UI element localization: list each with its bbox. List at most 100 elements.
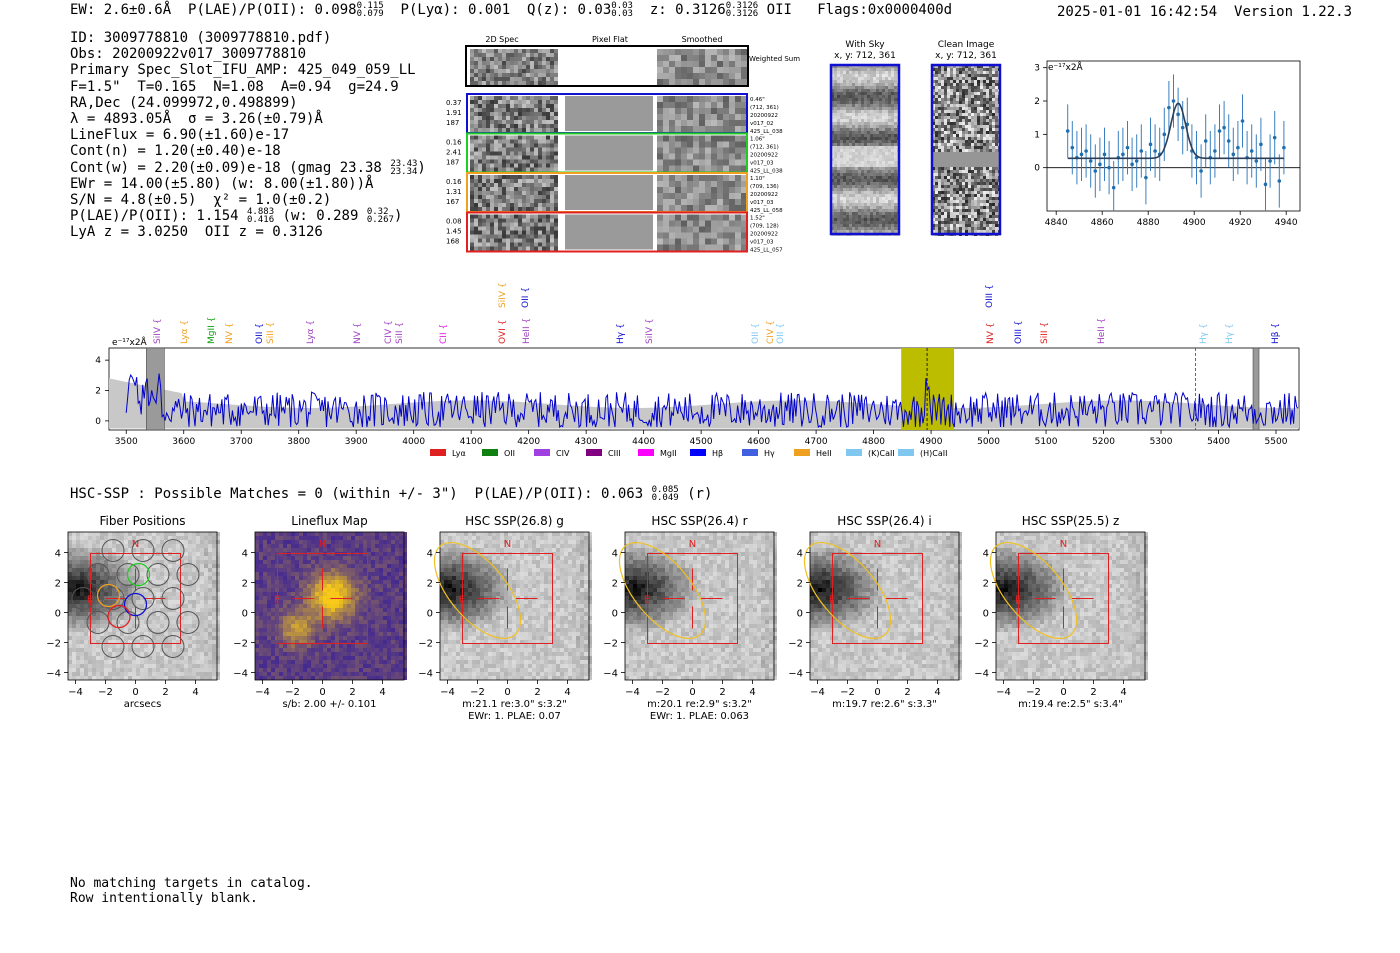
noise-pixel (741, 199, 747, 205)
clean-pixel (974, 170, 977, 173)
sky-pixel (876, 116, 879, 119)
noise-pixel (663, 175, 669, 181)
clean-pixel (959, 155, 962, 158)
clean-pixel (980, 113, 983, 116)
clean-pixel (992, 152, 995, 155)
noise-pixel (474, 230, 478, 235)
sky-pixel (882, 95, 885, 98)
clean-pixel (965, 149, 968, 152)
sky-pixel (831, 77, 834, 80)
clean-pixel (938, 95, 941, 98)
noise-pixel (474, 214, 478, 219)
clean-pixel (989, 101, 992, 104)
clean-pixel (944, 152, 947, 155)
sky-pixel (849, 95, 852, 98)
clean-pixel (983, 65, 986, 68)
noise-pixel (675, 126, 681, 132)
noise-pixel (526, 163, 530, 168)
noise-pixel (550, 139, 554, 144)
hsc-pixel (120, 532, 124, 536)
noise-pixel (490, 96, 494, 100)
noise-pixel (490, 69, 494, 73)
noise-pixel (681, 114, 687, 120)
clean-pixel (962, 179, 965, 182)
noise-pixel (717, 220, 723, 227)
clean-pixel (959, 176, 962, 179)
noise-pixel (729, 73, 735, 79)
noise-pixel (554, 159, 558, 164)
hsc-pixel (104, 556, 108, 560)
clean-pixel (932, 122, 935, 125)
clean-pixel (995, 158, 998, 161)
noise-pixel (717, 232, 723, 239)
clean-pixel (944, 218, 947, 221)
noise-pixel (506, 195, 510, 199)
noise-pixel (510, 218, 514, 223)
header-z-line: OII (766, 2, 792, 18)
noise-pixel (510, 57, 514, 61)
clean-pixel (965, 158, 968, 161)
noise-pixel (518, 135, 522, 140)
clean-pixel (977, 95, 980, 98)
sky-pixel (882, 179, 885, 182)
sky-pixel (861, 98, 864, 101)
clean-pixel (953, 110, 956, 113)
noise-pixel (699, 49, 705, 55)
sky-pixel (864, 191, 867, 194)
hsc-pixel (100, 540, 104, 544)
noise-pixel (711, 159, 717, 166)
noise-pixel (741, 175, 747, 181)
sky-pixel (840, 68, 843, 71)
hsc-pixel (116, 560, 120, 564)
noise-pixel (522, 179, 526, 183)
noise-pixel (550, 96, 554, 100)
clean-pixel (944, 104, 947, 107)
spectrum-ytick-label: 2 (95, 387, 101, 397)
spectrum-line-label: SiIV { (645, 318, 655, 344)
hsc-pixel (196, 580, 200, 584)
clean-pixel (944, 116, 947, 119)
sky-pixel (891, 182, 894, 185)
noise-pixel (490, 143, 494, 148)
noise-pixel (470, 139, 474, 144)
hsc-pixel (152, 540, 156, 544)
clean-pixel (953, 221, 956, 224)
hsc-pixel (148, 556, 152, 560)
hsc-pixel (140, 536, 144, 540)
hsc-pixel (108, 572, 112, 576)
clean-pixel (947, 161, 950, 164)
noise-pixel (474, 191, 478, 195)
clean-pixel (950, 119, 953, 122)
clean-pixel (965, 74, 968, 77)
hsc-pixel (148, 584, 152, 588)
clean-pixel (938, 131, 941, 134)
sky-pixel (852, 191, 855, 194)
noise-pixel (723, 220, 729, 227)
clean-pixel (992, 134, 995, 137)
clean-pixel (932, 152, 935, 155)
clean-pixel (986, 149, 989, 152)
noise-pixel (538, 65, 542, 69)
noise-pixel (723, 79, 729, 85)
hsc-pixel (124, 588, 128, 592)
noise-pixel (741, 232, 747, 239)
clean-pixel (968, 140, 971, 143)
sky-pixel (858, 89, 861, 92)
clean-pixel (956, 215, 959, 218)
noise-pixel (554, 230, 558, 235)
sky-pixel (861, 185, 864, 188)
clean-pixel (989, 128, 992, 131)
clean-pixel (986, 179, 989, 182)
sky-pixel (858, 170, 861, 173)
noise-pixel (741, 79, 747, 85)
noise-pixel (490, 116, 494, 120)
noise-pixel (546, 167, 550, 172)
noise-pixel (478, 96, 482, 100)
noise-pixel (669, 61, 675, 67)
clean-pixel (932, 80, 935, 83)
noise-pixel (705, 79, 711, 85)
clean-pixel (995, 224, 998, 227)
clean-pixel (959, 68, 962, 71)
sky-pixel (849, 131, 852, 134)
noise-pixel (550, 69, 554, 73)
